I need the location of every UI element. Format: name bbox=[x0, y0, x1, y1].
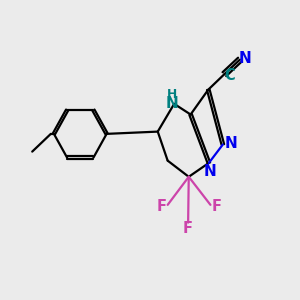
Text: C: C bbox=[224, 68, 235, 83]
Text: H: H bbox=[167, 88, 177, 101]
Text: N: N bbox=[239, 51, 252, 66]
Text: N: N bbox=[204, 164, 217, 179]
Text: F: F bbox=[156, 199, 166, 214]
Text: N: N bbox=[225, 136, 238, 151]
Text: N: N bbox=[165, 96, 178, 111]
Text: F: F bbox=[183, 221, 193, 236]
Text: F: F bbox=[212, 199, 222, 214]
